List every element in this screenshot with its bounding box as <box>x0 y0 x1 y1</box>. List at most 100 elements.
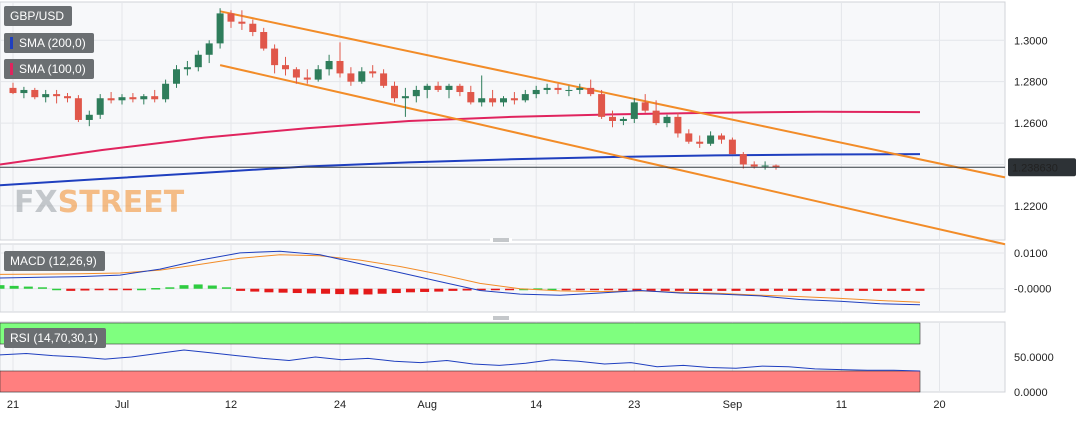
candle-body <box>380 73 388 86</box>
macd-histogram-bar <box>122 288 132 291</box>
sma100-label[interactable]: SMA (100,0) <box>4 59 94 79</box>
candle-body <box>510 98 518 101</box>
candle-body <box>412 89 420 97</box>
macd-histogram-bar <box>250 288 260 292</box>
macd-histogram-bar <box>476 288 486 291</box>
y-tick-label: 1.2200 <box>1014 201 1048 213</box>
macd-histogram-bar <box>901 288 911 291</box>
candle-body <box>227 13 235 22</box>
x-tick-label: 23 <box>628 399 640 411</box>
candle-body <box>750 164 758 167</box>
y-tick-label: -0.0000 <box>1014 284 1051 296</box>
candle-body <box>456 85 464 93</box>
candle-body <box>619 118 627 121</box>
candle-body <box>489 98 497 103</box>
candle-body <box>183 67 191 70</box>
candle-body <box>64 96 71 99</box>
candle-body <box>347 73 355 82</box>
candle-body <box>31 89 39 98</box>
candle-body <box>707 135 715 144</box>
macd-histogram-bar <box>604 288 614 291</box>
candle-body <box>205 43 213 55</box>
macd-histogram-bar <box>873 288 883 291</box>
candle-body <box>598 94 606 117</box>
macd-histogram-bar <box>773 288 783 291</box>
candle-body <box>314 69 322 80</box>
candle-body <box>696 141 704 144</box>
candle-body <box>500 98 507 103</box>
macd-histogram-bar <box>377 288 387 294</box>
x-tick-label: 12 <box>225 399 237 411</box>
x-tick-label: Jul <box>115 399 129 411</box>
last-price-text: 1.238630 <box>1012 162 1058 174</box>
candle-body <box>434 85 442 90</box>
macd-histogram-bar <box>519 288 529 291</box>
macd-histogram-bar <box>179 285 189 289</box>
macd-histogram-bar <box>52 288 62 291</box>
candle-body <box>140 96 148 100</box>
candle-body <box>249 23 257 33</box>
sma200-line <box>0 153 921 187</box>
macd-histogram-bar <box>80 288 90 291</box>
macd-histogram-bar <box>23 286 33 289</box>
candle-body <box>173 69 180 84</box>
candle-body <box>532 89 540 95</box>
macd-histogram-bar <box>589 288 599 291</box>
macd-histogram-bar <box>802 288 812 291</box>
macd-histogram-bar <box>420 288 430 292</box>
macd-histogram-bar <box>292 288 302 294</box>
macd-histogram-bar <box>915 288 925 291</box>
macd-histogram-bar <box>462 288 472 291</box>
macd-histogram-bar <box>349 288 359 295</box>
symbol-label[interactable]: GBP/USD <box>4 6 73 26</box>
candle-body <box>336 60 344 74</box>
candle-body <box>107 98 115 101</box>
macd-histogram-bar <box>674 288 684 291</box>
candle-body <box>565 89 573 91</box>
rsi-label[interactable]: RSI (14,70,30,1) <box>4 328 107 348</box>
y-tick-label: 1.2800 <box>1014 77 1048 89</box>
x-tick-label: 14 <box>530 399 542 411</box>
candle-body <box>303 77 311 80</box>
macd-histogram-bar <box>505 288 515 291</box>
candle-body <box>772 165 780 168</box>
fxstreet-logo: FXSTREET <box>14 185 185 220</box>
macd-histogram-bar <box>816 288 826 291</box>
y-tick-label: 1.2600 <box>1014 118 1048 130</box>
macd-histogram-bar <box>858 288 868 291</box>
candle-body <box>641 102 649 111</box>
sma200-label[interactable]: SMA (200,0) <box>4 33 94 53</box>
macd-histogram-bar <box>321 288 331 294</box>
y-tick-label: 0.0000 <box>1014 387 1048 399</box>
candle-body <box>728 139 736 155</box>
macd-histogram-bar <box>646 288 656 291</box>
candle-body <box>292 69 300 78</box>
macd-histogram-bar <box>575 288 585 291</box>
candle-body <box>685 133 693 142</box>
candle-body <box>282 65 289 70</box>
rsi-line <box>0 349 921 372</box>
macd-histogram-bar <box>547 288 557 291</box>
macd-histogram-bar <box>448 288 458 291</box>
macd-histogram-bar <box>278 288 288 293</box>
macd-label[interactable]: MACD (12,26,9) <box>4 251 105 271</box>
candle-body <box>674 116 682 134</box>
candle-body <box>554 87 562 90</box>
candle-body <box>423 85 431 90</box>
last-price-badge <box>1008 158 1076 177</box>
candle-body <box>576 87 584 90</box>
candle-body <box>718 135 725 140</box>
candle-body <box>543 87 551 90</box>
pane-price-bg <box>0 1 1006 241</box>
macd-histogram-bar <box>830 288 840 291</box>
candle-body <box>609 116 616 121</box>
sma100-swatch <box>10 63 13 75</box>
macd-histogram-bar <box>887 288 897 291</box>
macd-histogram-bar <box>207 285 217 289</box>
macd-histogram-bar <box>151 288 161 290</box>
candle-body <box>445 85 453 90</box>
macd-histogram-bar <box>66 288 76 291</box>
sma200-swatch <box>10 37 13 49</box>
macd-histogram-bar <box>434 288 444 292</box>
